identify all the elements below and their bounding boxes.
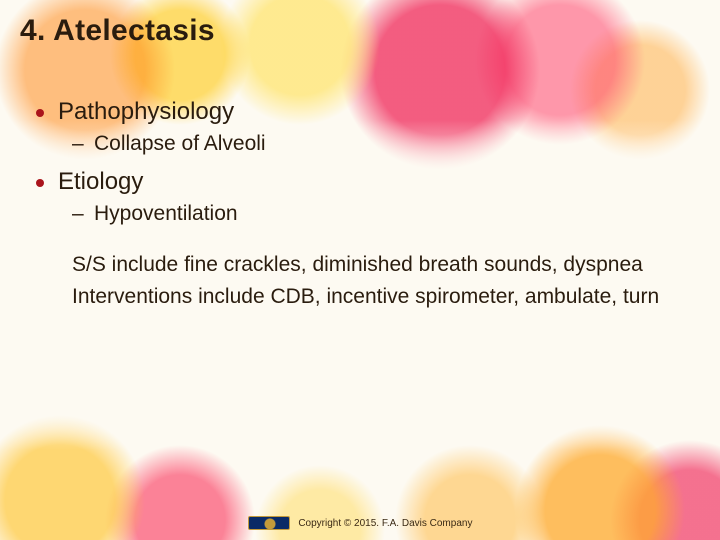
copyright-text: Copyright © 2015. F.A. Davis Company (298, 518, 472, 529)
bullet-etiology: Etiology (36, 168, 690, 196)
slide-content: Pathophysiology Collapse of Alveoli Etio… (36, 98, 690, 317)
subbullet-hypoventilation: Hypoventilation (72, 202, 690, 226)
footer: Copyright © 2015. F.A. Davis Company (0, 516, 720, 530)
paragraph-interventions: Interventions include CDB, incentive spi… (72, 284, 680, 310)
subbullet-collapse-alveoli: Collapse of Alveoli (72, 132, 690, 156)
publisher-logo-icon (248, 516, 290, 530)
slide: 4. Atelectasis Pathophysiology Collapse … (0, 0, 720, 540)
paragraph-signs-symptoms: S/S include fine crackles, diminished br… (72, 252, 680, 278)
slide-title: 4. Atelectasis (20, 14, 215, 48)
bullet-pathophysiology: Pathophysiology (36, 98, 690, 126)
